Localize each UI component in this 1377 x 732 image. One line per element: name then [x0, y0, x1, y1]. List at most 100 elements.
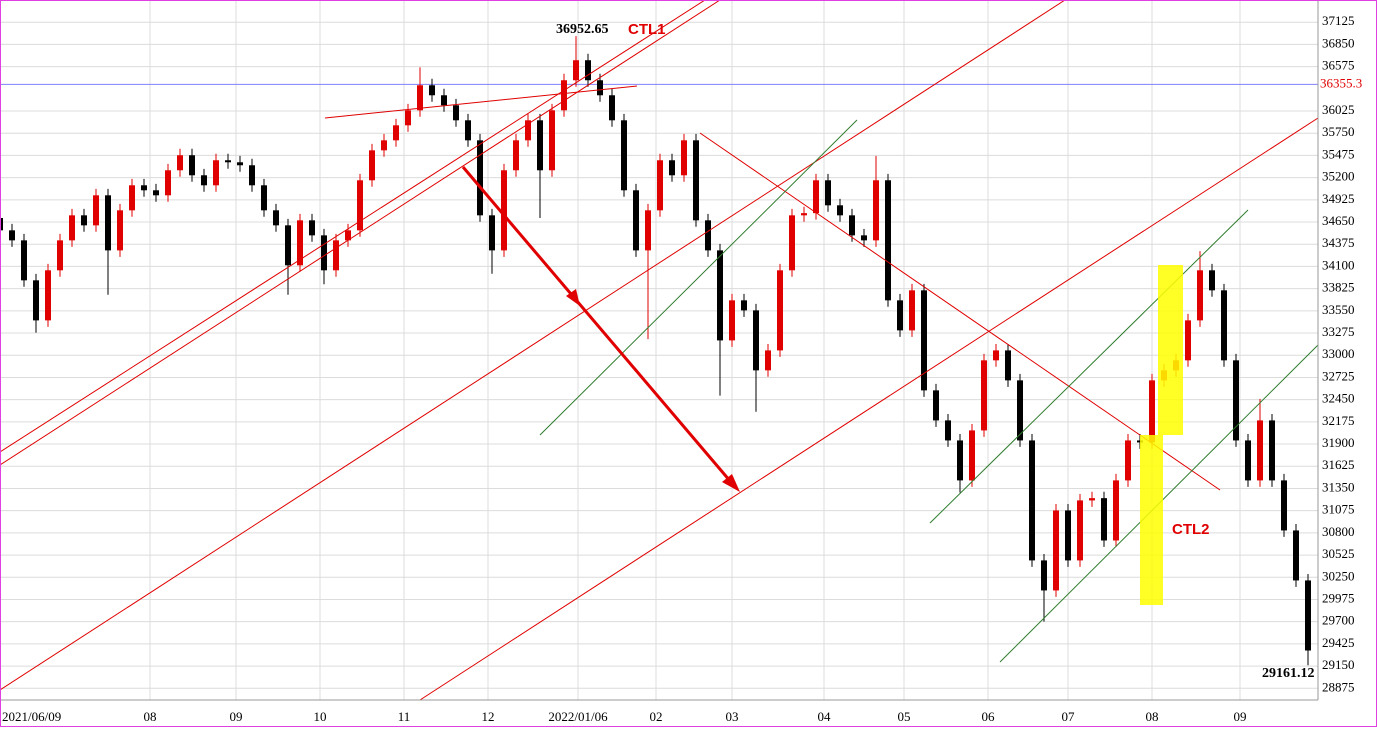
y-tick-label: 34650	[1322, 213, 1355, 228]
x-tick-label: 2021/06/09	[2, 709, 61, 724]
y-tick-label: 29700	[1322, 613, 1355, 628]
candle-body	[1101, 498, 1107, 541]
candle-body	[201, 175, 207, 186]
candle-body	[633, 190, 639, 251]
candle-body	[1017, 380, 1023, 441]
annotation: CTL2	[1172, 521, 1210, 538]
y-tick-label: 30525	[1322, 546, 1355, 561]
candle-body	[81, 215, 87, 226]
candle-body	[333, 240, 339, 271]
y-tick-label: 34925	[1322, 191, 1355, 206]
candle-body	[909, 290, 915, 331]
candle-body	[777, 270, 783, 351]
candle-body	[693, 140, 699, 221]
candle-body	[1185, 320, 1191, 361]
candle-body	[741, 300, 747, 311]
candle-body	[489, 215, 495, 251]
candle-body	[825, 180, 831, 206]
candle-body	[789, 215, 795, 271]
candle-body	[261, 185, 267, 211]
y-tick-label: 37125	[1322, 13, 1355, 28]
candle-body	[669, 160, 675, 176]
candle-body	[1053, 510, 1059, 591]
candle-body	[873, 180, 879, 241]
y-tick-label: 35475	[1322, 146, 1355, 161]
candle-body	[561, 80, 567, 111]
candle-body	[189, 155, 195, 176]
candle-body	[297, 220, 303, 266]
candle-body	[1005, 350, 1011, 381]
candle-body	[285, 225, 291, 266]
trend-line	[419, 117, 1319, 701]
y-tick-label: 32450	[1322, 391, 1355, 406]
candle-body	[1125, 440, 1131, 481]
candle-body	[165, 170, 171, 196]
y-tick-label: 31075	[1322, 502, 1355, 517]
candle-body	[1257, 420, 1263, 481]
candle-body	[1269, 420, 1275, 481]
y-tick-label: 33000	[1322, 346, 1355, 361]
candle-body	[657, 160, 663, 211]
y-tick-label: 31350	[1322, 479, 1355, 494]
y-tick-label: 31625	[1322, 457, 1355, 472]
candle-body	[9, 230, 15, 241]
low-label: 29161.12	[1262, 666, 1315, 681]
trend-lines	[0, 0, 1319, 701]
candle-body	[585, 60, 591, 81]
x-tick-label: 03	[726, 709, 739, 724]
candle-body	[801, 213, 807, 216]
y-tick-label: 32725	[1322, 368, 1355, 383]
candle-body	[345, 230, 351, 241]
y-tick-label: 36850	[1322, 35, 1355, 50]
y-tick-label: 33550	[1322, 302, 1355, 317]
candle-body	[321, 235, 327, 271]
candle-body	[1149, 380, 1155, 443]
candle-body	[765, 350, 771, 371]
channel-line	[929, 209, 1249, 524]
trend-line	[324, 85, 638, 119]
trend-line	[0, 0, 721, 466]
trend-line	[0, 0, 1066, 691]
candle-body	[153, 190, 159, 196]
candle-body	[441, 95, 447, 106]
x-tick-label: 09	[1234, 709, 1247, 724]
candle-body	[525, 120, 531, 141]
x-tick-label: 08	[1146, 709, 1159, 724]
candle-body	[141, 185, 147, 191]
candle-body	[1065, 510, 1071, 561]
candle-body	[705, 220, 711, 251]
candle-body	[93, 195, 99, 226]
y-tick-label: 36025	[1322, 102, 1355, 117]
y-tick-label: 33825	[1322, 280, 1355, 295]
candle-body	[0, 217, 3, 231]
candle-body	[981, 360, 987, 431]
peak-label: 36952.65	[556, 22, 609, 37]
candle-body	[1221, 290, 1227, 361]
x-tick-label: 02	[650, 709, 663, 724]
y-tick-label: 30250	[1322, 568, 1355, 583]
candle-body	[597, 80, 603, 96]
candle-body	[957, 440, 963, 481]
trend-line	[699, 132, 1221, 491]
arrow-head	[566, 289, 580, 306]
x-tick-label: 09	[230, 709, 243, 724]
y-tick-label: 31900	[1322, 435, 1355, 450]
candle-body	[921, 290, 927, 391]
highlight-box	[1140, 435, 1163, 605]
y-tick-label: 34100	[1322, 257, 1355, 272]
channel-line	[539, 119, 858, 436]
y-tick-label: 33275	[1322, 324, 1355, 339]
candle-body	[21, 240, 27, 281]
arrow	[461, 166, 738, 489]
candle-body	[1293, 530, 1299, 581]
candle-body	[57, 240, 63, 271]
candle-body	[357, 180, 363, 231]
candle-body	[1305, 580, 1311, 651]
candle-body	[45, 270, 51, 321]
candle-body	[645, 210, 651, 251]
y-tick-label: 35750	[1322, 124, 1355, 139]
candle-body	[609, 95, 615, 121]
x-tick-label: 10	[314, 709, 327, 724]
